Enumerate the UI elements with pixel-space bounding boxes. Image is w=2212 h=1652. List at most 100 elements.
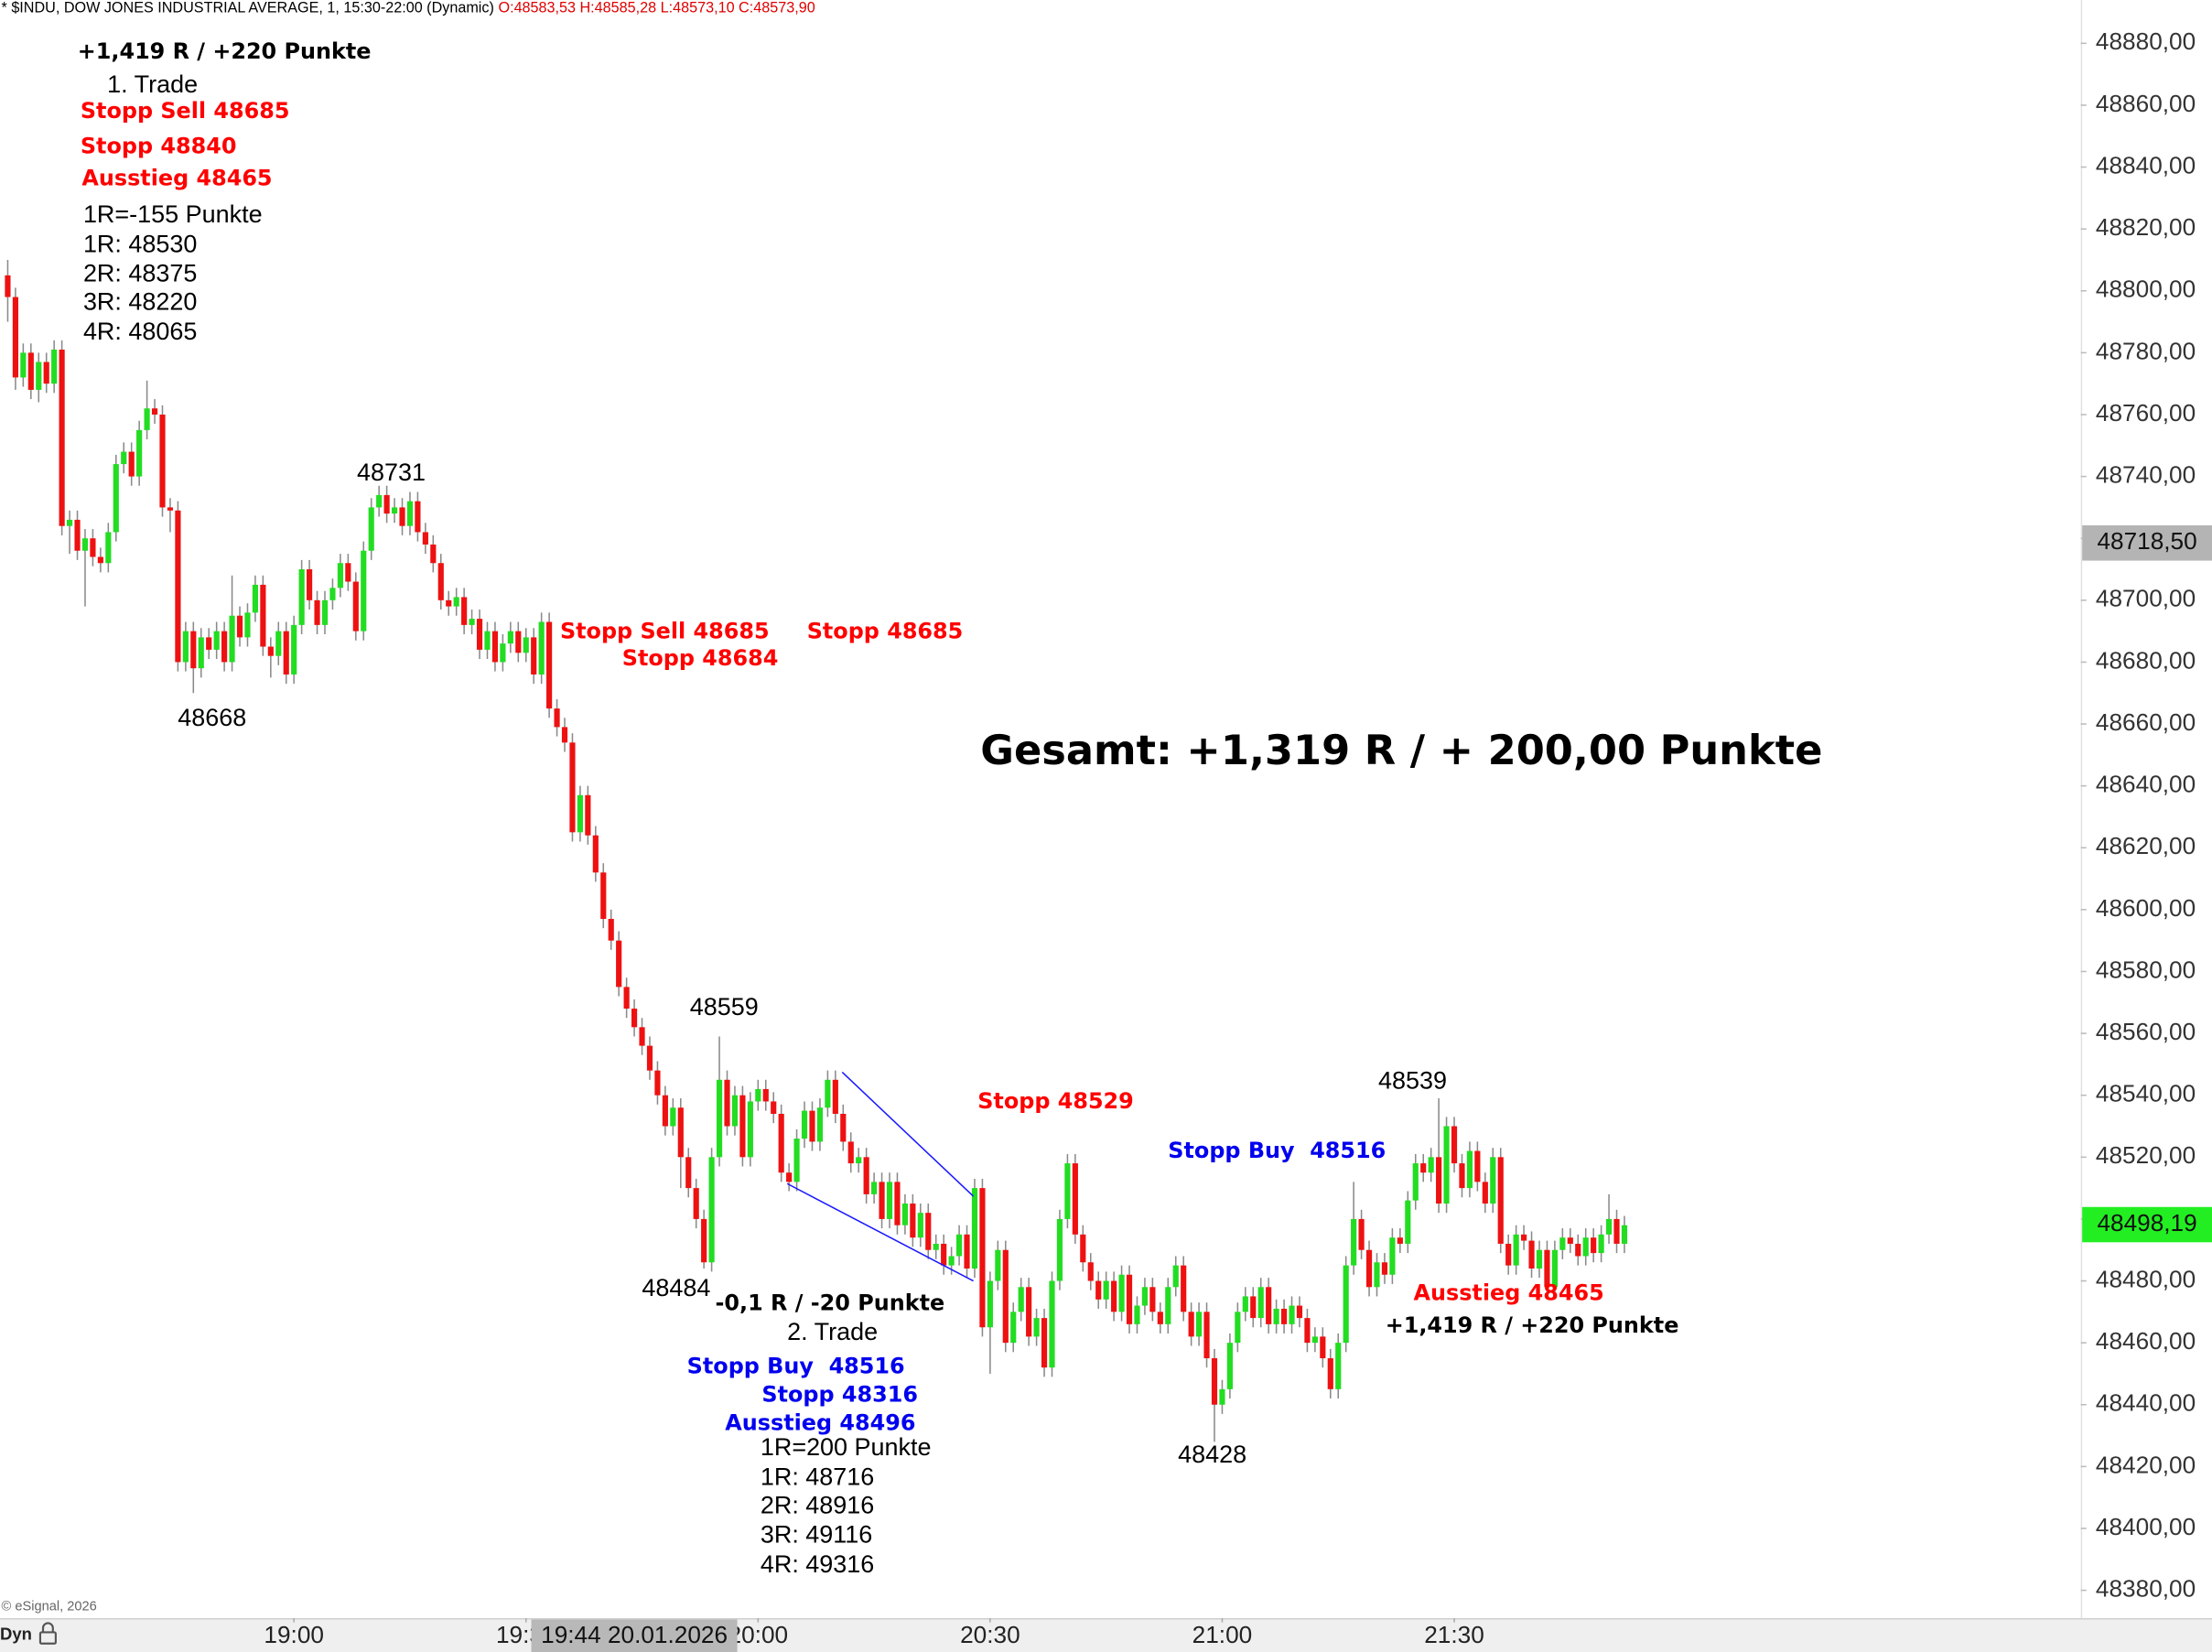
annotation: Stopp Buy 48516 bbox=[687, 1354, 905, 1379]
candle-body bbox=[1280, 1308, 1288, 1324]
candle-body bbox=[1428, 1157, 1434, 1173]
candle-body bbox=[446, 599, 452, 607]
candle-body bbox=[585, 794, 591, 836]
candle-body bbox=[1242, 1296, 1248, 1312]
y-tick-label: 48840,00 bbox=[2096, 151, 2196, 178]
annotation: 2R: 48375 bbox=[83, 260, 197, 287]
candle-body bbox=[12, 297, 18, 378]
candle-body bbox=[1235, 1312, 1241, 1344]
candle-body bbox=[90, 538, 96, 557]
candle-body bbox=[1320, 1336, 1326, 1359]
candle-body bbox=[1497, 1157, 1504, 1244]
candle-body bbox=[128, 451, 135, 477]
candle-body bbox=[1513, 1234, 1519, 1266]
candle-body bbox=[1621, 1225, 1628, 1244]
candle-body bbox=[677, 1107, 684, 1158]
candle-body bbox=[786, 1172, 793, 1182]
candle-body bbox=[1598, 1234, 1604, 1254]
candle-body bbox=[275, 631, 282, 656]
candle-body bbox=[616, 940, 622, 988]
annotation: Stopp 48316 bbox=[761, 1381, 918, 1407]
x-tick-label: 21:30 bbox=[1424, 1621, 1484, 1648]
candle-body bbox=[1203, 1312, 1210, 1359]
candle-body bbox=[500, 643, 506, 663]
candle-body bbox=[345, 563, 351, 582]
candle-body bbox=[886, 1182, 893, 1219]
y-tick-label: 48620,00 bbox=[2096, 832, 2196, 859]
candle-body bbox=[391, 507, 398, 514]
candle-body bbox=[662, 1095, 668, 1127]
crosshair-time-label: 19:44 20.01.2026 bbox=[541, 1621, 728, 1648]
y-tick-label: 48540,00 bbox=[2096, 1080, 2196, 1107]
annotation: 3R: 49116 bbox=[761, 1521, 872, 1549]
candle-body bbox=[1374, 1262, 1380, 1288]
price-marker-box bbox=[2082, 1206, 2212, 1243]
annotation: Stopp 48840 bbox=[81, 133, 237, 158]
annotation: Stopp Sell 48685 bbox=[560, 619, 770, 644]
y-tick-label: 48740,00 bbox=[2096, 461, 2196, 489]
candle-body bbox=[979, 1188, 986, 1328]
candle-body bbox=[260, 584, 266, 647]
candle-body bbox=[1141, 1287, 1149, 1306]
annotation: 2. Trade bbox=[787, 1318, 878, 1345]
candle-body bbox=[762, 1088, 769, 1102]
candle-body bbox=[531, 637, 537, 675]
candle-body bbox=[538, 621, 545, 675]
y-tick-label: 48680,00 bbox=[2096, 646, 2196, 674]
candle-body bbox=[1351, 1218, 1357, 1266]
annotation: Ausstieg 48465 bbox=[1414, 1279, 1604, 1305]
annotation: 1R=-155 Punkte bbox=[83, 200, 263, 228]
candle-body bbox=[933, 1243, 939, 1250]
y-tick-label: 48640,00 bbox=[2096, 771, 2196, 798]
candle-body bbox=[361, 550, 367, 632]
candle-body bbox=[646, 1045, 653, 1071]
candle-body bbox=[1420, 1163, 1427, 1173]
candle-body bbox=[546, 621, 553, 709]
candle-body bbox=[871, 1182, 878, 1194]
annotation: 48668 bbox=[178, 704, 246, 731]
candle-body bbox=[229, 615, 235, 663]
candle-body bbox=[523, 637, 529, 653]
candle-body bbox=[832, 1079, 838, 1114]
candle-body bbox=[1002, 1249, 1009, 1344]
candle-body bbox=[1134, 1305, 1140, 1324]
candle-body bbox=[198, 637, 204, 669]
lock-icon[interactable] bbox=[38, 1622, 57, 1645]
candle-body bbox=[747, 1101, 753, 1158]
candle-body bbox=[476, 619, 483, 650]
candle-body bbox=[453, 597, 459, 607]
y-tick-label: 48760,00 bbox=[2096, 399, 2196, 426]
candle-body bbox=[1041, 1318, 1048, 1368]
candle-body bbox=[941, 1243, 947, 1266]
annotation: 48428 bbox=[1178, 1441, 1246, 1468]
y-tick-label: 48600,00 bbox=[2096, 894, 2196, 922]
candle-body bbox=[376, 494, 383, 508]
y-tick-label: 48560,00 bbox=[2096, 1018, 2196, 1045]
annotation: +1,419 R / +220 Punkte bbox=[78, 38, 372, 64]
candle-body bbox=[1358, 1218, 1365, 1250]
candle-body bbox=[724, 1079, 730, 1127]
y-tick-label: 48380,00 bbox=[2096, 1575, 2196, 1603]
candle-body bbox=[515, 631, 522, 653]
annotation: 1. Trade bbox=[107, 70, 198, 98]
candle-body bbox=[66, 519, 73, 526]
candle-body bbox=[1049, 1280, 1055, 1368]
candle-body bbox=[840, 1113, 847, 1142]
annotation: Gesamt: +1,319 R / + 200,00 Punkte bbox=[980, 727, 1822, 774]
y-tick-label: 48860,00 bbox=[2096, 90, 2196, 117]
y-tick-label: 48700,00 bbox=[2096, 585, 2196, 612]
candle-body bbox=[1165, 1287, 1171, 1324]
candle-body bbox=[716, 1079, 723, 1158]
candle-body bbox=[291, 624, 297, 675]
candle-body bbox=[577, 794, 583, 833]
y-tick-label: 48480,00 bbox=[2096, 1265, 2196, 1292]
annotation: Stopp 48684 bbox=[622, 645, 779, 671]
candle-body bbox=[1474, 1150, 1481, 1182]
candle-body bbox=[793, 1139, 800, 1182]
candle-body bbox=[1010, 1312, 1017, 1344]
candle-body bbox=[1567, 1237, 1573, 1244]
annotation: 3R: 48220 bbox=[83, 288, 197, 316]
candle-body bbox=[1582, 1237, 1589, 1257]
ohlc-readout: O:48583,53 H:48585,28 L:48573,10 C:48573… bbox=[499, 0, 815, 16]
